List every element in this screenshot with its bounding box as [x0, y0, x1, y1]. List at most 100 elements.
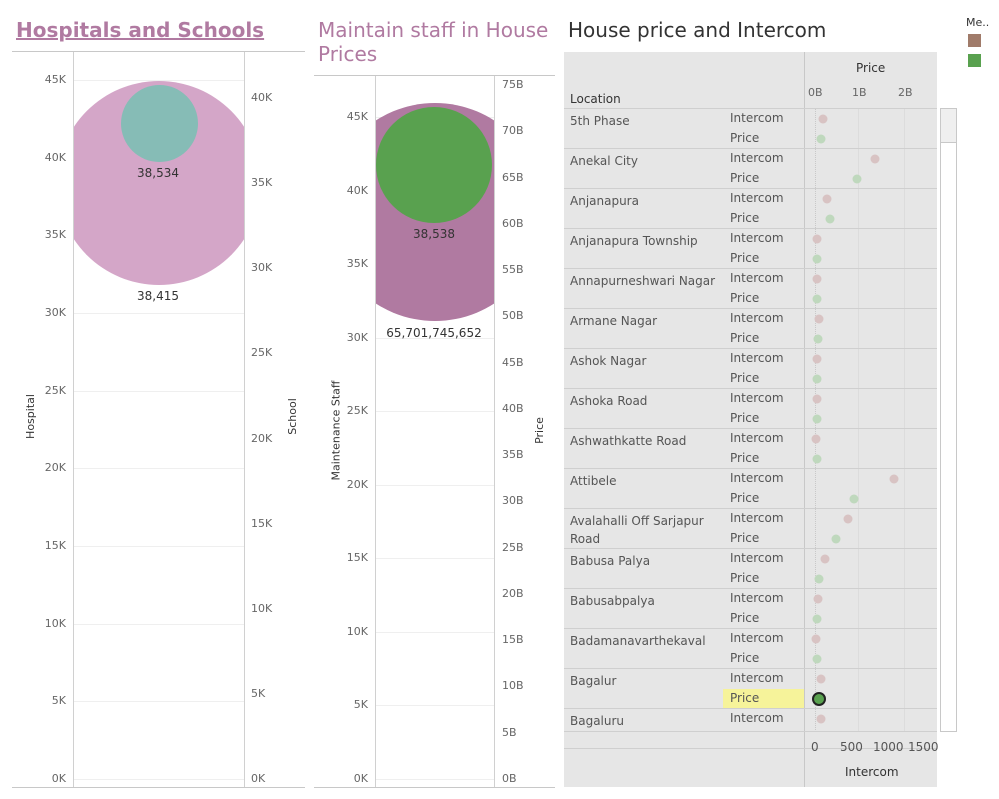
chart3-measure-label[interactable]: Price	[730, 291, 760, 305]
chart1-right-tick-6: 10K	[251, 601, 273, 615]
chart3-top-axis-title: Price	[856, 61, 886, 75]
chart3-measure-label[interactable]: Intercom	[730, 511, 784, 525]
chart3-intercom-point[interactable]	[816, 714, 826, 724]
chart3-measure-label[interactable]: Price	[730, 651, 760, 665]
chart3-measure-label[interactable]: Intercom	[730, 391, 784, 405]
chart3-measure-label[interactable]: Intercom	[730, 711, 784, 725]
chart3-location-label[interactable]: Armane Nagar	[570, 314, 658, 328]
chart3-intercom-point[interactable]	[822, 194, 832, 204]
chart3-intercom-point[interactable]	[814, 314, 824, 324]
chart3-intercom-point[interactable]	[870, 154, 880, 164]
chart3-top-tick-2: 2B	[898, 86, 913, 99]
chart3-price-point[interactable]	[831, 534, 841, 544]
chart3-location-label[interactable]: Bagaluru	[570, 714, 625, 728]
chart3-measure-label[interactable]: Price	[730, 571, 760, 585]
chart3-measure-label[interactable]: Intercom	[730, 231, 784, 245]
chart3-price-point[interactable]	[812, 654, 822, 664]
chart1-plot-area[interactable]	[74, 52, 244, 787]
chart1-y-left-label: Hospital	[23, 394, 37, 439]
chart3-measure-label[interactable]: Intercom	[730, 551, 784, 565]
chart3-measure-label[interactable]: Price	[730, 211, 760, 225]
chart3-measure-label[interactable]: Intercom	[730, 151, 784, 165]
chart3-measure-label[interactable]: Intercom	[730, 271, 784, 285]
chart3-intercom-point[interactable]	[812, 234, 822, 244]
chart2-staff-bubble[interactable]	[376, 107, 492, 223]
chart3-price-point[interactable]	[816, 134, 826, 144]
chart3-location-label[interactable]: Ashwathkatte Road	[570, 434, 687, 448]
chart3-intercom-point[interactable]	[812, 274, 822, 284]
chart3-price-point[interactable]	[812, 454, 822, 464]
chart3-price-point[interactable]	[849, 494, 859, 504]
chart2-price-value-label: 65,701,745,652	[386, 326, 482, 340]
chart3-measure-label[interactable]: Intercom	[730, 471, 784, 485]
chart2-plot-area[interactable]	[376, 76, 494, 787]
chart3-measure-label[interactable]: Intercom	[730, 431, 784, 445]
chart3-measure-label[interactable]: Intercom	[730, 311, 784, 325]
chart3-measure-label[interactable]: Intercom	[730, 111, 784, 125]
chart3-intercom-point[interactable]	[889, 474, 899, 484]
chart3-measure-label[interactable]: Price	[730, 411, 760, 425]
chart1-right-tick-8: 0K	[251, 772, 266, 785]
chart1-left-tick-1: 40K	[44, 150, 66, 164]
chart3-location-label[interactable]: Ashok Nagar	[570, 354, 647, 368]
chart3-price-point[interactable]	[825, 214, 835, 224]
chart3-scrollbar-thumb[interactable]	[941, 109, 956, 143]
chart2-right-tick-1: 70B	[502, 124, 524, 138]
chart1-left-tick-6: 15K	[44, 539, 66, 552]
chart3-location-label[interactable]: Babusa Palya	[570, 554, 651, 568]
chart3-intercom-point[interactable]	[843, 514, 853, 524]
chart3-price-point[interactable]	[812, 414, 822, 424]
chart3-intercom-point[interactable]	[816, 674, 826, 684]
chart3-location-label[interactable]: Annapurneshwari Nagar	[570, 274, 716, 288]
chart3-measure-label[interactable]: Price	[730, 251, 760, 265]
chart3-location-label[interactable]: Badamanavarthekaval	[570, 634, 706, 648]
chart3-price-point[interactable]	[814, 574, 824, 584]
legend-swatch-brown[interactable]	[968, 34, 981, 47]
chart3-measure-label[interactable]: Price	[730, 691, 760, 705]
chart3-measure-label[interactable]: Intercom	[730, 351, 784, 365]
chart3-intercom-point[interactable]	[812, 394, 822, 404]
chart3-location-label[interactable]: Bagalur	[570, 674, 617, 688]
chart3-measure-label[interactable]: Price	[730, 371, 760, 385]
chart3-intercom-point[interactable]	[811, 434, 821, 444]
chart3-location-label[interactable]: 5th Phase	[570, 114, 630, 128]
chart3-price-point[interactable]	[812, 294, 822, 304]
chart3-price-point[interactable]	[811, 692, 826, 706]
chart2-right-tick-8: 35B	[502, 448, 524, 462]
chart3-measure-label[interactable]: Price	[730, 451, 760, 465]
chart3-measure-label[interactable]: Intercom	[730, 191, 784, 205]
chart3-location-label[interactable]: Avalahalli Off Sarjapur Road	[570, 514, 704, 546]
chart3-price-point[interactable]	[812, 254, 822, 264]
chart3-location-label[interactable]: Anekal City	[570, 154, 638, 168]
chart1-right-tick-1: 35K	[251, 176, 273, 190]
chart3-price-point[interactable]	[812, 614, 822, 624]
chart3-row-separator	[564, 468, 937, 469]
chart3-measure-label[interactable]: Price	[730, 331, 760, 345]
chart3-measure-label[interactable]: Price	[730, 611, 760, 625]
chart3-location-label[interactable]: Attibele	[570, 474, 617, 488]
chart3-measure-label[interactable]: Intercom	[730, 631, 784, 645]
price-intercom-title: House price and Intercom	[568, 18, 827, 42]
chart3-location-label[interactable]: Ashoka Road	[570, 394, 648, 408]
chart3-location-label[interactable]: Babusabpalya	[570, 594, 655, 608]
chart3-measure-label[interactable]: Price	[730, 531, 760, 545]
chart3-intercom-point[interactable]	[818, 114, 828, 124]
legend-swatch-green[interactable]	[968, 54, 981, 67]
chart3-location-label[interactable]: Anjanapura	[570, 194, 639, 208]
chart3-measure-label[interactable]: Price	[730, 171, 760, 185]
chart3-intercom-point[interactable]	[812, 354, 822, 364]
chart1-school-bubble[interactable]	[121, 85, 198, 162]
chart3-measure-label[interactable]: Intercom	[730, 591, 784, 605]
chart1-left-gridline-6	[74, 546, 244, 547]
chart3-scrollbar-track[interactable]	[940, 108, 957, 732]
chart3-location-label[interactable]: Anjanapura Township	[570, 234, 698, 248]
chart3-measure-label[interactable]: Price	[730, 131, 760, 145]
chart3-intercom-point[interactable]	[820, 554, 830, 564]
chart3-measure-label[interactable]: Price	[730, 491, 760, 505]
chart3-price-point[interactable]	[812, 374, 822, 384]
chart3-intercom-point[interactable]	[813, 594, 823, 604]
chart3-measure-label[interactable]: Intercom	[730, 671, 784, 685]
chart3-intercom-point[interactable]	[811, 634, 821, 644]
chart3-price-point[interactable]	[813, 334, 823, 344]
chart3-price-point[interactable]	[852, 174, 861, 184]
